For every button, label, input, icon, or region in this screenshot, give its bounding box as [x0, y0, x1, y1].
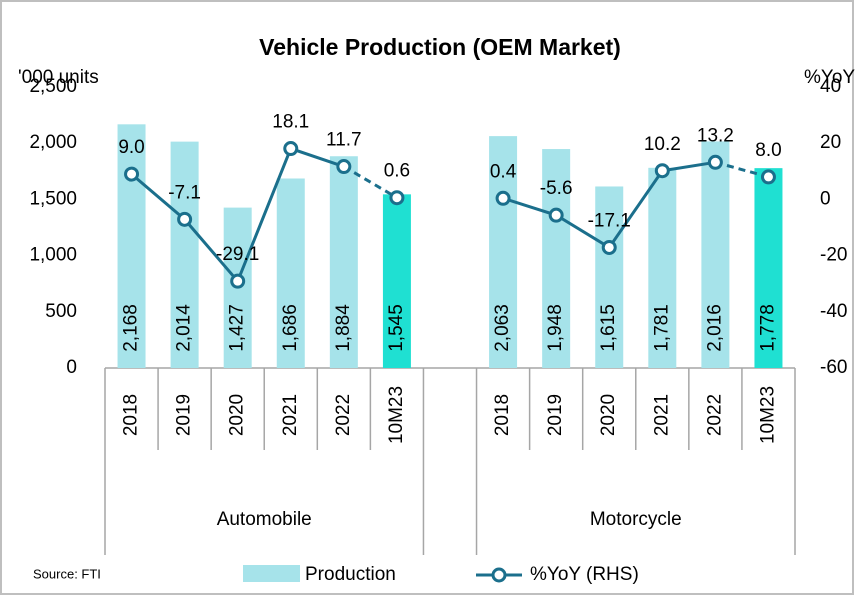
source: Source: FTI: [33, 566, 101, 581]
yoy-value-label: 18.1: [272, 112, 309, 133]
chart-title: Vehicle Production (OEM Market): [259, 34, 621, 60]
x-tick-label: 2019: [545, 394, 566, 436]
bar-value-label: 1,948: [545, 304, 566, 352]
bar-value-label: 1,545: [386, 304, 407, 352]
x-tick-label: 2019: [174, 394, 195, 436]
yoy-value-label: 0.6: [384, 161, 410, 182]
yoy-marker: [283, 141, 299, 157]
y2-tick-label: 40: [820, 76, 841, 97]
yoy-marker: [601, 239, 617, 255]
bar-value-label: 1,781: [651, 304, 672, 352]
yoy-value-label: 0.4: [490, 161, 517, 182]
yoy-marker: [389, 190, 405, 206]
bar-value-label: 2,063: [492, 304, 513, 352]
y-tick-label: 1,000: [29, 245, 77, 266]
y2-tick-label: -40: [820, 301, 847, 322]
y-tick-label: 2,000: [29, 132, 77, 153]
group-label: Motorcycle: [590, 509, 682, 530]
bar: [595, 186, 624, 368]
yoy-marker: [177, 211, 193, 227]
yoy-marker: [124, 166, 140, 182]
bar-value-label: 2,168: [121, 304, 142, 352]
y-tick-label: 0: [66, 357, 77, 378]
yoy-marker: [654, 163, 670, 179]
x-tick-label: 10M23: [757, 386, 778, 444]
bar-value-label: 1,884: [333, 304, 354, 352]
yoy-line-dashed: [714, 160, 769, 179]
bar: [329, 156, 358, 368]
bar: [489, 136, 518, 368]
group-label: Automobile: [217, 509, 312, 530]
y-tick-label: 2,500: [29, 76, 77, 97]
bar-value-label: 2,016: [704, 304, 725, 352]
bar-value-label: 2,014: [174, 304, 195, 352]
y2-axis-label: %YoY: [804, 67, 855, 88]
bar: [754, 168, 783, 368]
legend-marker: [491, 567, 507, 583]
yoy-marker: [230, 273, 246, 289]
x-tick-label: 2022: [333, 394, 354, 436]
bar: [382, 194, 411, 368]
yoy-marker: [495, 190, 511, 206]
bar-value-label: 1,686: [280, 304, 301, 352]
yoy-marker: [336, 159, 352, 175]
x-tick-label: 2021: [280, 394, 301, 436]
x-tick-label: 2018: [492, 394, 513, 436]
bar: [542, 149, 571, 368]
x-tick-label: 2021: [651, 394, 672, 436]
y2-tick-label: 20: [820, 132, 841, 153]
legend-label: %YoY (RHS): [530, 564, 639, 585]
x-tick-label: 2022: [704, 394, 725, 436]
x-tick-label: 2020: [227, 394, 248, 436]
legend-swatch: [243, 565, 300, 582]
x-tick-label: 10M23: [386, 386, 407, 444]
bar: [701, 141, 730, 368]
yoy-value-label: -17.1: [588, 210, 631, 231]
yoy-line-dashed: [343, 165, 398, 200]
yoy-value-label: -5.6: [540, 178, 573, 199]
bar-value-label: 1,615: [598, 304, 619, 352]
yoy-value-label: 11.7: [326, 130, 362, 151]
yoy-value-label: 9.0: [118, 137, 144, 158]
yoy-value-label: -7.1: [168, 182, 201, 203]
yoy-marker: [707, 154, 723, 170]
yoy-value-label: 10.2: [644, 134, 681, 155]
yoy-marker: [548, 207, 564, 223]
x-tick-label: 2020: [598, 394, 619, 436]
yoy-marker: [760, 169, 776, 185]
yoy-value-label: 13.2: [697, 125, 734, 146]
bar: [648, 167, 677, 368]
y-tick-label: 500: [45, 301, 77, 322]
y2-tick-label: 0: [820, 188, 831, 209]
x-tick-label: 2018: [121, 394, 142, 436]
y-axis-label: '000 units: [18, 67, 99, 88]
legend-label: Production: [305, 564, 396, 585]
y-tick-label: 1,500: [29, 188, 77, 209]
y2-tick-label: -20: [820, 245, 847, 266]
bar-value-label: 1,427: [227, 304, 248, 352]
bar: [170, 141, 199, 368]
bar: [276, 178, 305, 368]
yoy-value-label: 8.0: [755, 140, 781, 161]
bar: [117, 124, 146, 368]
bar-value-label: 1,778: [757, 304, 778, 352]
y2-tick-label: -60: [820, 357, 847, 378]
yoy-value-label: -29.1: [216, 244, 259, 265]
